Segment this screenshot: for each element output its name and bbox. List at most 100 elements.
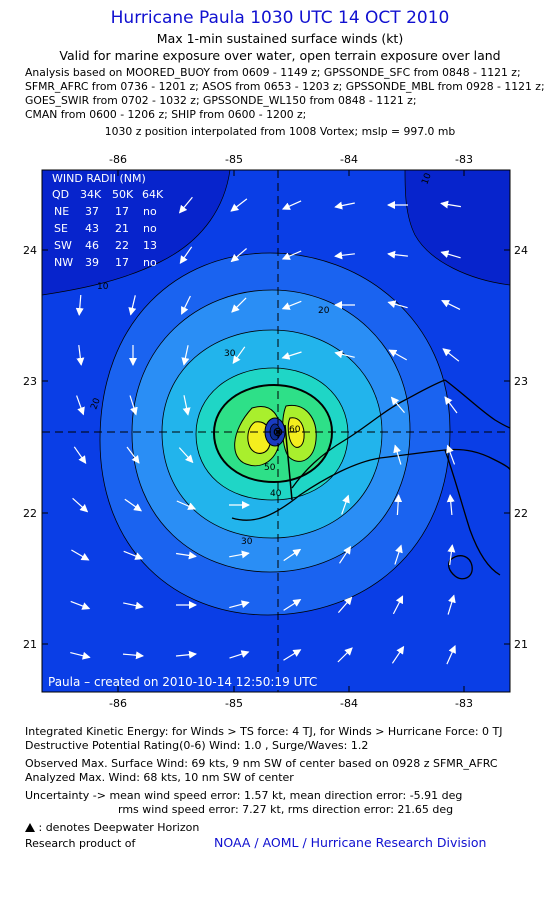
radii-cell: NW <box>54 256 73 269</box>
axis-ticks <box>42 170 510 692</box>
wind-vector-arrow <box>338 545 352 564</box>
wind-vector-arrow <box>281 200 302 210</box>
wind-vector-arrow <box>232 346 246 365</box>
radii-cell: no <box>143 256 157 269</box>
cuba-south-coast <box>231 448 510 521</box>
lat-tick-label: 21 <box>23 638 37 651</box>
wind-field: 10 10 20 20 30 30 40 50 60 ⊗ WIND RADII … <box>42 170 510 692</box>
radii-cell: 17 <box>115 205 129 218</box>
wind-vector-arrow <box>390 396 405 413</box>
radii-cell: 22 <box>115 239 129 252</box>
radii-cell: SW <box>54 239 72 252</box>
radii-title: WIND RADII (NM) <box>52 172 146 185</box>
lat-tick-label: 24 <box>23 244 37 257</box>
wind-vector-arrow <box>446 644 456 665</box>
lat-tick-label: 23 <box>23 375 37 388</box>
contour-label: 10 <box>97 282 109 292</box>
wind-vector-arrow <box>388 349 407 361</box>
created-caption: Paula – created on 2010-10-14 12:50:19 U… <box>48 675 317 689</box>
analysis-line: CMAN from 0600 - 1206 z; SHIP from 0600 … <box>25 108 307 121</box>
lat-tick-label: 22 <box>514 507 528 520</box>
wind-vector-arrow <box>283 649 302 661</box>
wind-vector-arrow <box>440 250 461 259</box>
wind-vector-arrow <box>176 500 197 510</box>
wind-vector-arrow <box>175 650 197 659</box>
plot-frame <box>41 169 511 693</box>
lon-tick-label: -83 <box>455 697 473 710</box>
wind-vector-arrow <box>387 300 408 309</box>
wind-vector-arrow <box>181 295 191 315</box>
wind-vector-arrow <box>441 300 461 310</box>
map-title: Hurricane Paula 1030 UTC 14 OCT 2010 <box>110 8 450 28</box>
wind-vector-arrow <box>70 600 91 610</box>
outer-calm-region-nw <box>42 170 231 296</box>
contour-label: 30 <box>241 537 253 547</box>
wind-vector-arrow <box>281 300 302 310</box>
wind-vector-arrow <box>387 250 408 259</box>
storm-center-icon: ⊗ <box>273 425 284 440</box>
observed-max-wind: Observed Max. Surface Wind: 69 kts, 9 nm… <box>25 757 498 770</box>
coastline <box>231 379 510 580</box>
contour-label: 20 <box>89 397 102 411</box>
wind-vector-arrow <box>129 395 138 416</box>
radii-header-cell: QD <box>52 188 69 201</box>
wind-vector-arrow <box>281 250 302 260</box>
wind-vector-arrow <box>229 550 250 559</box>
wind-vector-arrow <box>334 350 355 359</box>
wind-vector-arrow <box>182 395 191 416</box>
radii-cell: 46 <box>85 239 99 252</box>
uncertainty-line-2: rms wind speed error: 7.27 kt, rms direc… <box>118 803 454 816</box>
lon-tick-label: -84 <box>340 697 358 710</box>
wind-vector-arrow <box>231 297 247 313</box>
wind-vector-arrow <box>71 549 90 561</box>
validity-note: Valid for marine exposure over water, op… <box>59 48 501 63</box>
wind-vector-arrow <box>229 650 250 659</box>
wind-vector-arrow <box>122 651 144 660</box>
position-note: 1030 z position interpolated from 1008 V… <box>104 125 456 138</box>
contour-label: 20 <box>318 306 330 316</box>
wind-vectors <box>70 196 461 665</box>
radii-cell: 13 <box>143 239 157 252</box>
wind-vector-arrow <box>394 544 403 565</box>
small-island <box>448 555 473 580</box>
radii-header-cell: 64K <box>142 188 164 201</box>
wind-vector-arrow <box>178 196 193 214</box>
wind-vector-arrow <box>229 600 250 609</box>
wind-vector-arrow <box>124 498 143 512</box>
deepwater-horizon-icon <box>25 823 35 832</box>
wind-vector-arrow <box>446 494 455 516</box>
noaa-credit-link[interactable]: NOAA / AOML / Hurricane Research Divisio… <box>214 835 487 850</box>
research-label: Research product of <box>25 837 136 850</box>
radii-cell: 39 <box>85 256 99 269</box>
analyzed-max-wind: Analyzed Max. Wind: 68 kts, 10 nm SW of … <box>25 771 294 784</box>
wind-vector-arrow <box>73 446 87 465</box>
contour-label: 50 <box>264 463 276 473</box>
analysis-line: Analysis based on MOORED_BUOY from 0609 … <box>25 66 521 79</box>
lat-tick-label: 22 <box>23 507 37 520</box>
wind-vector-arrow <box>446 444 456 465</box>
cuba-coast-east <box>444 379 510 429</box>
wind-vector-arrow <box>341 494 350 515</box>
wind-vector-arrow <box>283 548 302 562</box>
outer-calm-region-ne <box>404 170 510 286</box>
radii-cell: NE <box>54 205 69 218</box>
lat-tick-label: 21 <box>514 638 528 651</box>
radii-cell: 17 <box>115 256 129 269</box>
wind-vector-arrow <box>393 444 402 465</box>
wind-map: 10 10 20 20 30 30 40 50 60 ⊗ WIND RADII … <box>23 153 528 710</box>
wind-vector-arrow <box>128 295 137 316</box>
wind-vector-arrow <box>179 246 193 265</box>
analysis-line: SFMR_AFRC from 0736 - 1201 z; ASOS from … <box>25 80 545 93</box>
wind-vector-arrow <box>442 348 460 362</box>
uncertainty-line-1: Uncertainty -> mean wind speed error: 1.… <box>25 789 463 802</box>
wind-vector-arrow <box>392 595 404 615</box>
wind-vector-arrow <box>230 248 247 263</box>
radii-cell: no <box>143 222 157 235</box>
isla-de-juventud-coast <box>444 449 501 576</box>
wind-vector-arrow <box>123 550 144 560</box>
wind-radii-table: WIND RADII (NM) QD 34K 50K 64K NE 37 17 … <box>52 172 164 269</box>
radii-cell: SE <box>54 222 68 235</box>
wind-vector-arrow <box>72 497 89 513</box>
analysis-line: GOES_SWIR from 0702 - 1032 z; GPSSONDE_W… <box>25 94 417 107</box>
lat-tick-label: 23 <box>514 375 528 388</box>
